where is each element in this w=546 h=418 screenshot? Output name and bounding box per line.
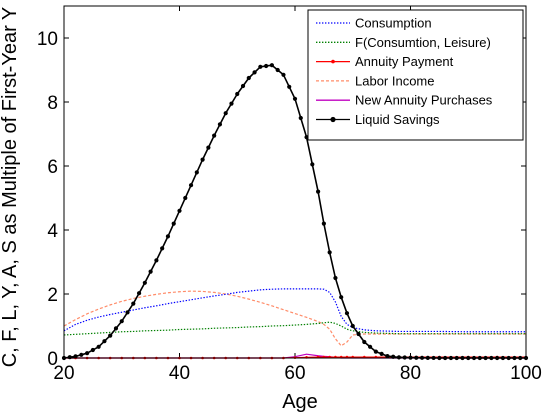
series-line-labor-income [63, 290, 526, 347]
data-point [96, 344, 101, 349]
data-point [177, 208, 182, 213]
y-tick-label: 4 [47, 221, 58, 242]
data-point [269, 63, 274, 68]
legend-label: Consumption [355, 16, 432, 31]
data-point [183, 195, 188, 201]
data-point [310, 162, 315, 167]
data-point [67, 355, 72, 360]
data-point [125, 310, 130, 315]
legend-label: Labor Income [355, 73, 435, 88]
x-tick-labels: 20 40 60 80 100 [53, 363, 541, 384]
series-line-f-consumtion-leisure [63, 321, 526, 336]
data-point [292, 96, 298, 101]
data-point [287, 84, 292, 89]
data-point [171, 221, 176, 226]
legend-item-labor-income[interactable]: Labor Income [316, 73, 435, 88]
data-point [102, 339, 107, 344]
data-point [165, 234, 171, 239]
x-tick-label: 40 [169, 363, 190, 384]
data-point [339, 295, 344, 300]
data-point [385, 353, 390, 359]
data-point [316, 189, 321, 194]
data-point [333, 275, 338, 281]
series-markers-liquid-savings [61, 63, 529, 361]
data-point [356, 331, 361, 337]
x-axis-label: Age [282, 391, 318, 413]
x-tick-label: 60 [284, 363, 305, 384]
data-point [321, 221, 326, 226]
y-tick-label: 10 [37, 29, 58, 50]
legend-marker [330, 116, 336, 123]
y-tick-label: 2 [47, 285, 58, 306]
data-point [373, 349, 378, 354]
data-point [240, 83, 246, 89]
data-point [108, 333, 113, 338]
data-point [217, 122, 223, 127]
data-point [264, 63, 269, 69]
legend-label: New Annuity Purchases [355, 93, 493, 108]
data-point [212, 133, 217, 138]
data-point [113, 326, 119, 331]
y-tick-label: 6 [47, 157, 58, 178]
data-point [367, 344, 373, 349]
data-point [281, 72, 286, 77]
data-point [396, 355, 402, 360]
legend-item-f-consumtion-leisure[interactable]: F(Consumtion, Leisure) [316, 35, 491, 50]
data-point [258, 64, 263, 69]
legend-item-liquid-savings[interactable]: Liquid Savings [316, 112, 440, 127]
y-tick-label: 0 [47, 349, 58, 370]
legend-marker [331, 59, 335, 64]
data-point [136, 291, 142, 296]
data-point [229, 101, 234, 106]
data-point [275, 67, 280, 73]
data-point [73, 354, 78, 359]
data-point [119, 319, 124, 324]
data-point [160, 246, 165, 251]
data-point [154, 258, 159, 263]
data-point [90, 347, 95, 353]
y-tick-labels: 0 2 4 6 8 10 [37, 29, 59, 370]
legend-item-annuity-payment[interactable]: Annuity Payment [316, 54, 454, 69]
legend-label: Annuity Payment [355, 54, 454, 69]
legend-label: F(Consumtion, Leisure) [355, 35, 491, 50]
data-point [379, 351, 384, 356]
legend-box [307, 9, 524, 141]
legend[interactable]: Consumption F(Consumtion, Leisure) Annuity… [307, 9, 524, 141]
data-point [85, 351, 90, 356]
data-point [206, 145, 211, 150]
legend-item-new-annuity-purchases[interactable]: New Annuity Purchases [316, 93, 493, 108]
data-point [327, 250, 332, 255]
data-point [350, 323, 355, 329]
data-point [200, 157, 205, 162]
data-point [235, 91, 240, 97]
data-point [194, 170, 199, 175]
data-point [252, 70, 257, 75]
data-point [79, 352, 84, 357]
data-point [148, 269, 153, 274]
legend-item-consumption[interactable]: Consumption [316, 16, 432, 31]
axes-frame [63, 5, 527, 359]
y-tick-label: 8 [47, 93, 58, 114]
data-point [223, 111, 228, 116]
data-point [188, 183, 194, 188]
data-point [344, 311, 350, 316]
data-point [131, 301, 136, 306]
y-axis-label: C, F, L, Y, A, S as Multiple of First-Ye… [0, 7, 21, 368]
data-point [142, 280, 147, 285]
x-tick-label: 80 [400, 363, 421, 384]
x-tick-label: 100 [510, 363, 542, 384]
x-tick-label: 20 [53, 363, 74, 384]
data-point [246, 75, 251, 81]
legend-label: Liquid Savings [355, 112, 440, 127]
data-point [298, 115, 303, 121]
data-point [362, 339, 367, 345]
